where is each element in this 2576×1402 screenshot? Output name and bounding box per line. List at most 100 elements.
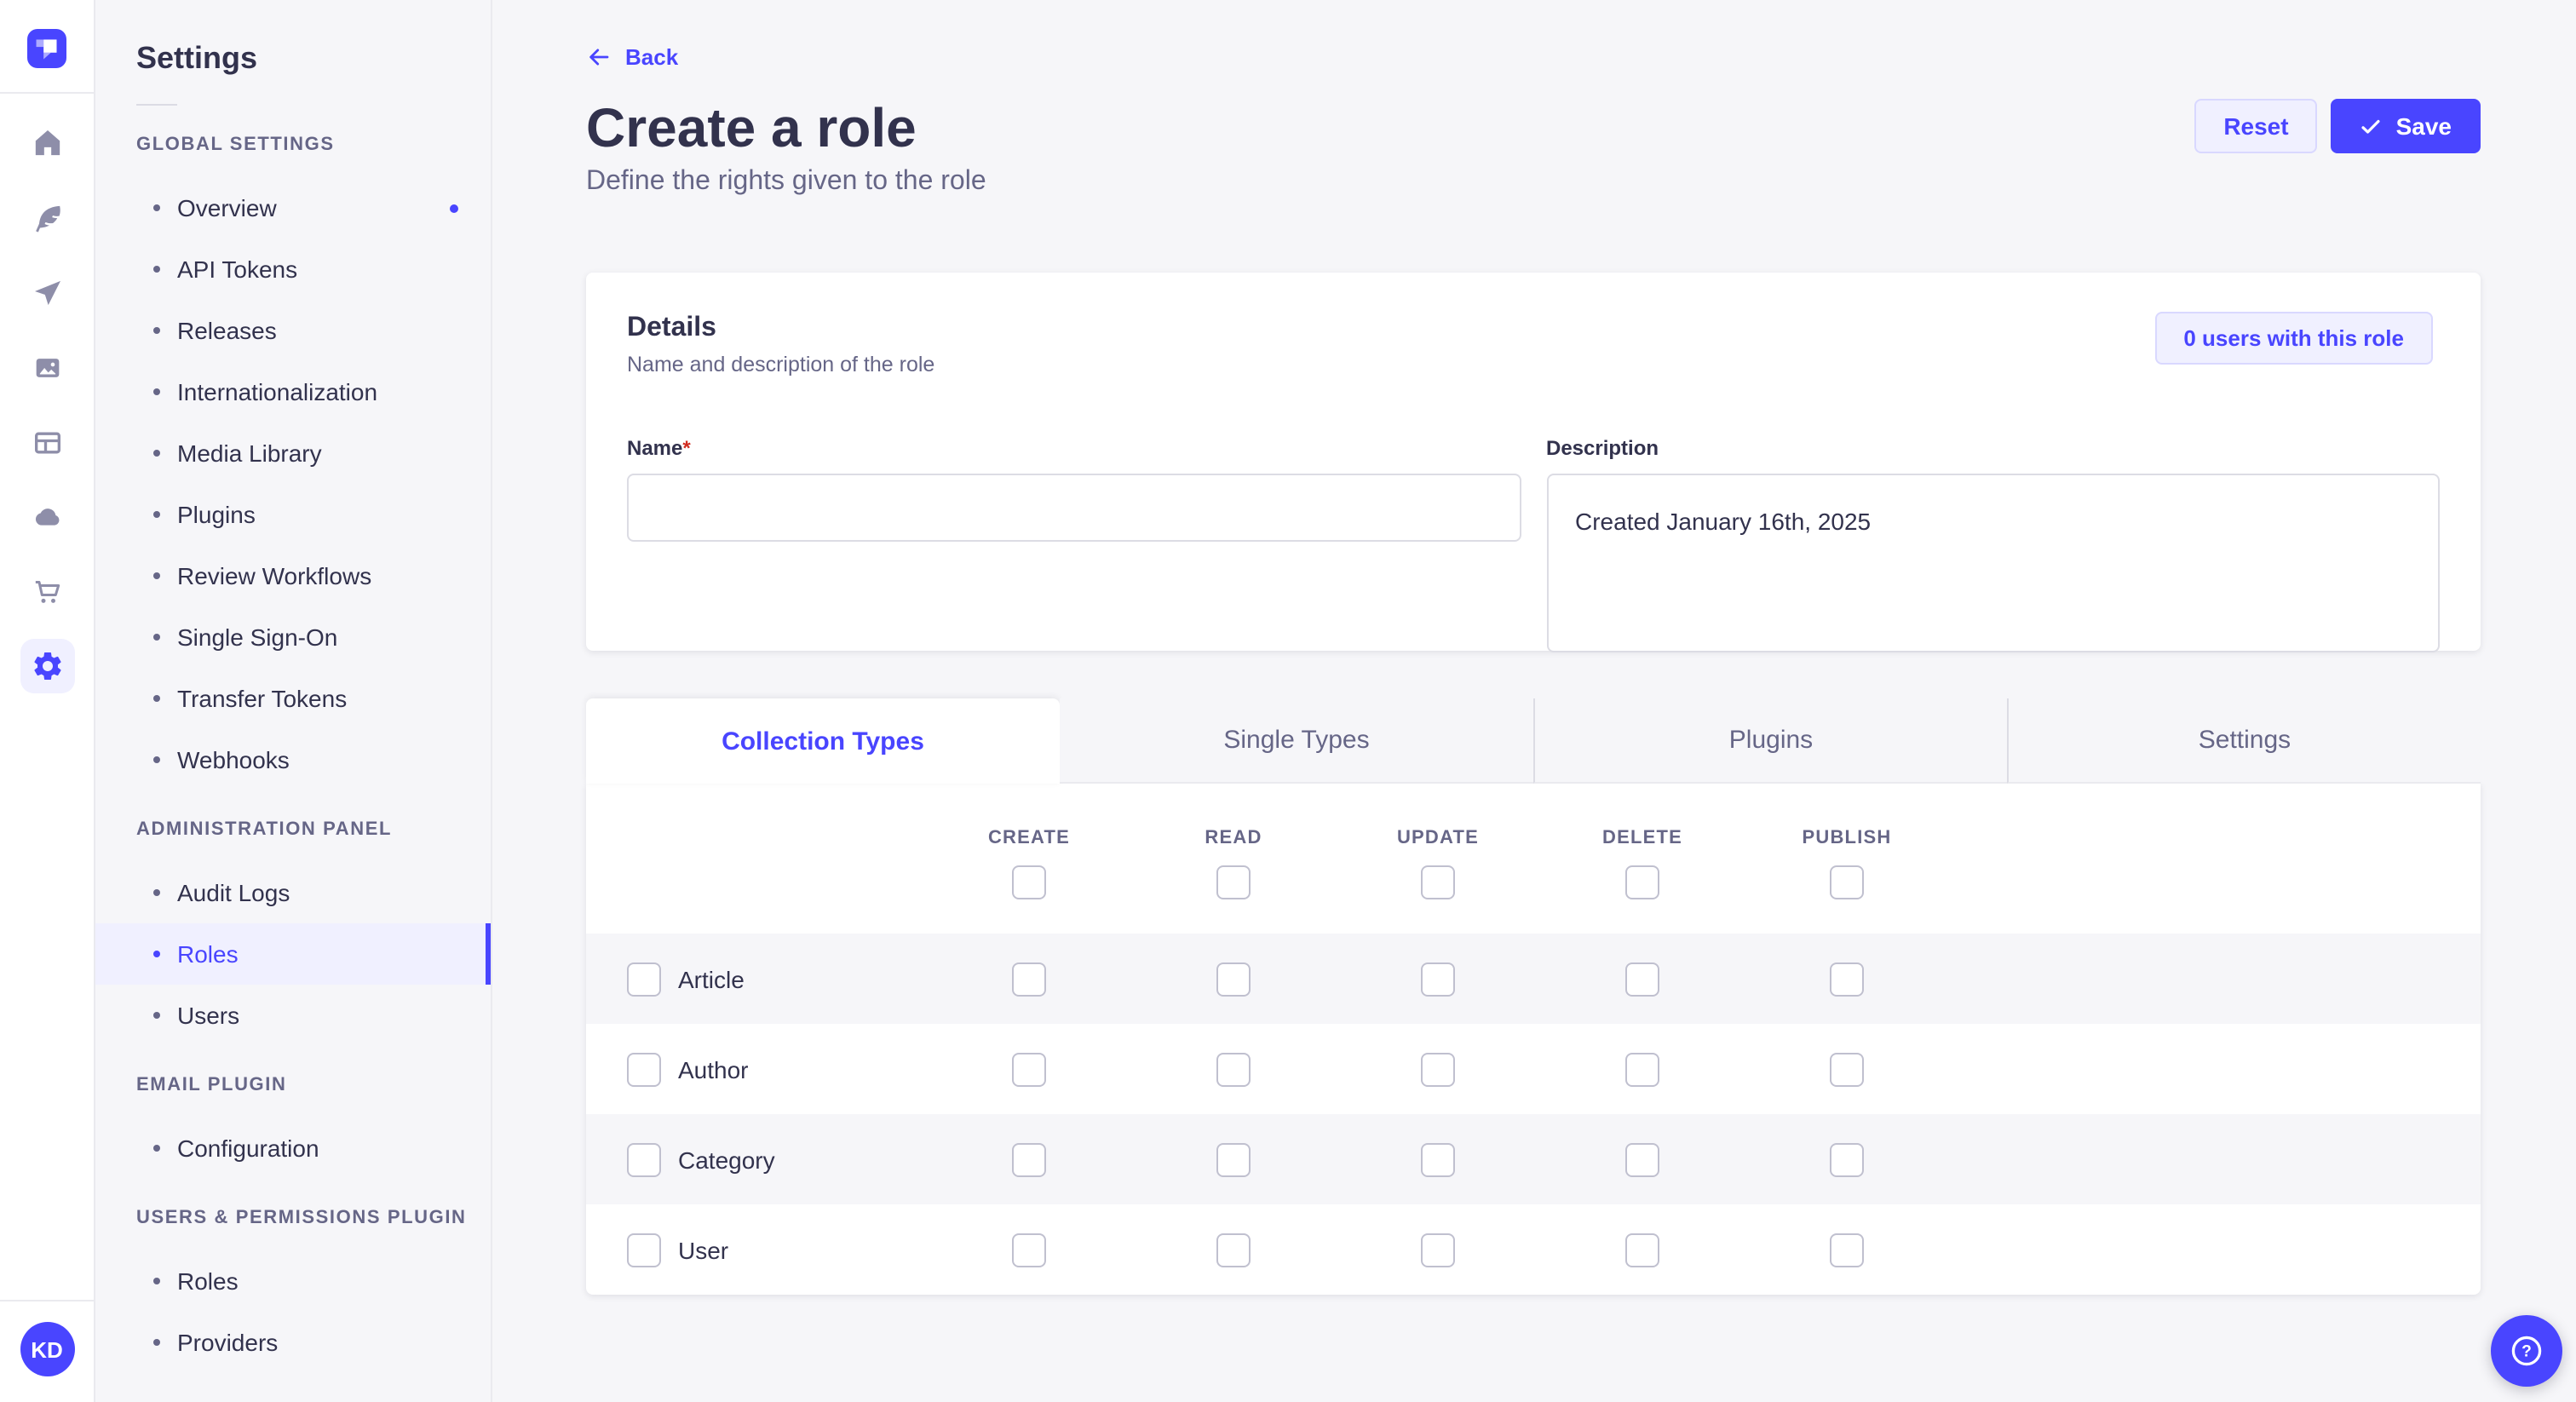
tab-collection-types[interactable]: Collection Types xyxy=(586,698,1060,784)
name-input[interactable] xyxy=(627,474,1521,542)
feather-icon[interactable] xyxy=(26,198,67,238)
select-all-update-checkbox[interactable] xyxy=(1421,865,1455,899)
sidebar-item-webhooks[interactable]: Webhooks xyxy=(95,729,491,790)
sidebar-item-up-roles[interactable]: Roles xyxy=(95,1250,491,1312)
author-update-checkbox[interactable] xyxy=(1421,1052,1455,1086)
cloud-icon[interactable] xyxy=(26,497,67,538)
rail-bottom: KD xyxy=(0,1300,94,1402)
main-content: Back Create a role Define the rights giv… xyxy=(492,0,2576,1402)
sidebar-item-configuration[interactable]: Configuration xyxy=(95,1118,491,1179)
name-label: Name* xyxy=(627,436,691,460)
layout-icon[interactable] xyxy=(26,422,67,463)
sidebar-item-review-workflows[interactable]: Review Workflows xyxy=(95,545,491,606)
sidebar-item-providers[interactable]: Providers xyxy=(95,1312,491,1373)
gear-icon[interactable] xyxy=(20,639,74,693)
user-delete-checkbox[interactable] xyxy=(1625,1232,1659,1267)
article-publish-checkbox[interactable] xyxy=(1830,962,1864,996)
user-update-checkbox[interactable] xyxy=(1421,1232,1455,1267)
sidebar-item-transfer-tokens[interactable]: Transfer Tokens xyxy=(95,668,491,729)
details-heading: Details xyxy=(627,313,716,342)
user-publish-checkbox[interactable] xyxy=(1830,1232,1864,1267)
bullet-icon xyxy=(153,1278,160,1284)
rail-divider xyxy=(0,1300,94,1301)
details-subheading: Name and description of the role xyxy=(627,353,935,376)
sidebar-item-users[interactable]: Users xyxy=(95,985,491,1046)
bullet-icon xyxy=(153,889,160,896)
bullet-icon xyxy=(153,327,160,334)
sidebar-item-overview[interactable]: Overview xyxy=(95,177,491,238)
sidebar-divider xyxy=(136,104,177,106)
bullet-icon xyxy=(153,695,160,702)
sidebar-section-administration-panel: ADMINISTRATION PANEL Audit Logs Roles Us… xyxy=(95,819,491,1046)
sidebar-item-audit-logs[interactable]: Audit Logs xyxy=(95,862,491,923)
sidebar-item-api-tokens[interactable]: API Tokens xyxy=(95,238,491,300)
article-select-checkbox[interactable] xyxy=(627,962,661,996)
select-all-delete-checkbox[interactable] xyxy=(1625,865,1659,899)
paper-plane-icon[interactable] xyxy=(26,273,67,313)
article-delete-checkbox[interactable] xyxy=(1625,962,1659,996)
author-read-checkbox[interactable] xyxy=(1216,1052,1251,1086)
reset-button[interactable]: Reset xyxy=(2194,99,2318,153)
bullet-icon xyxy=(153,1012,160,1019)
home-icon[interactable] xyxy=(26,123,67,164)
category-update-checkbox[interactable] xyxy=(1421,1142,1455,1176)
avatar[interactable]: KD xyxy=(20,1322,74,1376)
category-read-checkbox[interactable] xyxy=(1216,1142,1251,1176)
media-icon[interactable] xyxy=(26,348,67,388)
column-publish: PUBLISH xyxy=(1745,784,1949,934)
strapi-logo[interactable] xyxy=(27,29,66,68)
svg-text:?: ? xyxy=(2521,1343,2532,1361)
user-create-checkbox[interactable] xyxy=(1012,1232,1046,1267)
category-publish-checkbox[interactable] xyxy=(1830,1142,1864,1176)
category-delete-checkbox[interactable] xyxy=(1625,1142,1659,1176)
select-all-publish-checkbox[interactable] xyxy=(1830,865,1864,899)
select-all-read-checkbox[interactable] xyxy=(1216,865,1251,899)
bullet-icon xyxy=(153,756,160,763)
strapi-logo-icon xyxy=(36,39,57,60)
details-card: Details Name and description of the role… xyxy=(586,273,2481,652)
category-select-checkbox[interactable] xyxy=(627,1142,661,1176)
column-create: CREATE xyxy=(927,784,1131,934)
sidebar-item-media-library[interactable]: Media Library xyxy=(95,422,491,484)
sidebar-item-internationalization[interactable]: Internationalization xyxy=(95,361,491,422)
notification-dot xyxy=(450,204,458,212)
author-create-checkbox[interactable] xyxy=(1012,1052,1046,1086)
row-label-user: User xyxy=(586,1232,927,1267)
description-label: Description xyxy=(1546,436,1659,460)
header-actions: Reset Save xyxy=(2194,99,2481,153)
author-publish-checkbox[interactable] xyxy=(1830,1052,1864,1086)
author-select-checkbox[interactable] xyxy=(627,1052,661,1086)
article-create-checkbox[interactable] xyxy=(1012,962,1046,996)
category-create-checkbox[interactable] xyxy=(1012,1142,1046,1176)
bullet-icon xyxy=(153,572,160,579)
details-fields: Name* Description xyxy=(627,433,2440,661)
rail-divider xyxy=(0,92,94,94)
article-read-checkbox[interactable] xyxy=(1216,962,1251,996)
bullet-icon xyxy=(153,266,160,273)
save-button[interactable]: Save xyxy=(2331,99,2481,153)
column-update: UPDATE xyxy=(1336,784,1540,934)
help-button[interactable]: ? xyxy=(2491,1315,2562,1387)
description-textarea[interactable] xyxy=(1546,474,2440,652)
sidebar-item-single-sign-on[interactable]: Single Sign-On xyxy=(95,606,491,668)
article-update-checkbox[interactable] xyxy=(1421,962,1455,996)
tab-single-types[interactable]: Single Types xyxy=(1060,698,1533,784)
tab-plugins[interactable]: Plugins xyxy=(1533,698,2007,784)
select-all-create-checkbox[interactable] xyxy=(1012,865,1046,899)
user-select-checkbox[interactable] xyxy=(627,1232,661,1267)
tab-settings[interactable]: Settings xyxy=(2007,698,2481,784)
back-link[interactable]: Back xyxy=(586,44,678,70)
sidebar-item-plugins[interactable]: Plugins xyxy=(95,484,491,545)
cart-icon[interactable] xyxy=(26,572,67,613)
bullet-icon xyxy=(153,511,160,518)
bullet-icon xyxy=(153,450,160,457)
user-read-checkbox[interactable] xyxy=(1216,1232,1251,1267)
users-with-role-badge[interactable]: 0 users with this role xyxy=(2154,312,2433,365)
author-delete-checkbox[interactable] xyxy=(1625,1052,1659,1086)
section-label: EMAIL PLUGIN xyxy=(136,1075,287,1095)
header-spacer xyxy=(1949,784,2481,934)
sidebar-title: Settings xyxy=(136,41,258,75)
sidebar-item-releases[interactable]: Releases xyxy=(95,300,491,361)
sidebar-item-roles[interactable]: Roles xyxy=(95,923,491,985)
